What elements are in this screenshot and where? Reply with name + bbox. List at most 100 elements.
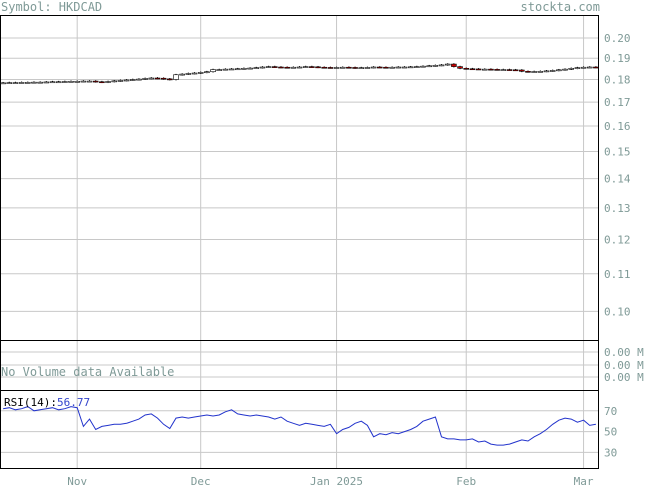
price-tick-label: 0.19	[604, 52, 631, 65]
candle-body	[346, 66, 352, 69]
candle-body	[383, 66, 389, 69]
candle-body	[234, 68, 241, 71]
candle-body	[55, 81, 62, 84]
candle-body	[494, 69, 500, 71]
x-tick-label: Mar	[574, 475, 594, 486]
x-tick-label: Nov	[67, 475, 87, 486]
candle-body	[475, 68, 482, 71]
candle-body	[444, 63, 451, 66]
candle-body	[309, 66, 315, 68]
candle-body	[426, 65, 432, 68]
candle-body	[531, 71, 537, 73]
candle-body	[222, 68, 229, 71]
candle-body	[377, 66, 383, 69]
candle-body	[537, 70, 544, 73]
candle-body	[469, 68, 476, 71]
candle-body	[321, 66, 327, 69]
candle-body	[451, 63, 457, 67]
candle-body	[80, 80, 87, 83]
candle-body	[173, 74, 179, 80]
candle-body	[179, 73, 185, 76]
candle-body	[74, 80, 80, 83]
candle-body	[407, 66, 414, 69]
candle-body	[438, 64, 445, 67]
candle-body	[488, 68, 494, 71]
candle-body	[395, 66, 402, 69]
candle-body	[204, 71, 210, 74]
candle-body	[37, 81, 43, 84]
candle-body	[197, 72, 204, 74]
candle-body	[315, 66, 321, 69]
candle-body	[12, 82, 19, 84]
candle-body	[333, 67, 340, 69]
candle-body	[117, 80, 124, 82]
rsi-label: RSI(14):56.77	[4, 396, 90, 409]
rsi-tick-label: 70	[604, 405, 617, 418]
price-tick-label: 0.16	[604, 120, 631, 133]
candle-body	[549, 70, 556, 72]
candle-body	[49, 81, 56, 84]
site-label: stockta.com	[520, 0, 600, 14]
candle-body	[92, 80, 99, 83]
candle-body	[284, 66, 290, 69]
rsi-label-text: RSI(14):	[4, 396, 57, 409]
x-tick-label: Feb	[456, 475, 476, 486]
candle-body	[136, 78, 142, 81]
candle-body	[167, 78, 173, 81]
no-volume-message: No Volume data Available	[1, 365, 175, 379]
price-tick-label: 0.18	[604, 74, 631, 87]
candle-body	[556, 69, 562, 72]
candle-body	[272, 66, 278, 68]
candle-body	[580, 66, 587, 69]
candle-body	[500, 69, 507, 71]
price-tick-label: 0.20	[604, 32, 631, 45]
candle-body	[519, 69, 525, 72]
volume-tick-label: 0.00 M	[604, 359, 644, 372]
candle-body	[111, 80, 118, 83]
candle-body	[593, 66, 599, 69]
candle-body	[142, 78, 148, 80]
candle-body	[327, 67, 334, 69]
candle-body	[364, 67, 371, 69]
rsi-tick-label: 50	[604, 426, 617, 439]
x-tick-label: Dec	[191, 475, 211, 486]
candle-body	[296, 66, 303, 69]
candle-body	[185, 73, 192, 75]
candle-body	[420, 65, 426, 68]
candle-body	[105, 81, 111, 83]
price-tick-label: 0.15	[604, 145, 631, 158]
candle-body	[210, 69, 216, 73]
candle-body	[525, 70, 531, 73]
price-tick-label: 0.10	[604, 305, 631, 318]
candle-body	[0, 82, 6, 85]
candle-body	[586, 66, 593, 69]
candle-body	[123, 79, 130, 82]
candle-body	[339, 66, 346, 69]
candle-body	[31, 81, 37, 84]
candle-body	[457, 66, 463, 69]
candle-body	[253, 67, 260, 69]
x-tick-label: Jan 2025	[310, 475, 363, 486]
candle-body	[370, 66, 377, 69]
candle-body	[129, 79, 136, 81]
candle-body	[290, 66, 297, 69]
candle-body	[160, 77, 167, 80]
rsi-value: 56.77	[56, 396, 91, 409]
candle-body	[574, 67, 581, 69]
price-tick-label: 0.14	[604, 173, 631, 186]
candle-body	[401, 66, 408, 69]
rsi-line	[3, 406, 596, 446]
candle-body	[68, 80, 74, 83]
volume-tick-label: 0.00 M	[604, 346, 644, 359]
candle-body	[562, 68, 568, 71]
candle-body	[86, 80, 93, 83]
candle-body	[568, 68, 574, 70]
price-tick-label: 0.13	[604, 202, 631, 215]
candle-body	[191, 72, 198, 75]
volume-tick-label: 0.00 M	[604, 371, 644, 384]
candle-body	[358, 67, 365, 69]
candle-body	[302, 66, 309, 68]
candle-body	[228, 68, 235, 71]
candle-body	[247, 67, 253, 70]
